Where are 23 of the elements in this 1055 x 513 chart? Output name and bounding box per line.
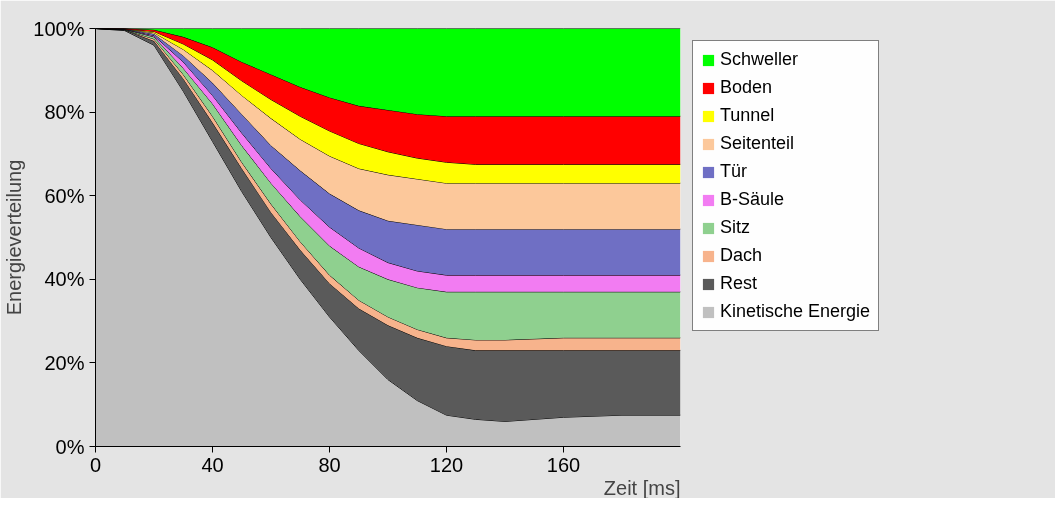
y-tick-label: 80% xyxy=(44,101,85,124)
y-tick-label: 40% xyxy=(44,268,85,291)
x-tick-label: 80 xyxy=(318,453,341,476)
legend-label: Schweller xyxy=(720,49,799,70)
legend-label: Tür xyxy=(720,161,747,182)
legend-label: Seitenteil xyxy=(720,133,795,154)
legend-label: Sitz xyxy=(720,217,751,238)
x-axis-title: Zeit [ms] xyxy=(603,476,681,499)
legend-label: Boden xyxy=(720,77,773,98)
legend-label: B-Säule xyxy=(720,189,785,210)
y-axis-title: Energieverteilung xyxy=(3,159,26,316)
x-tick-label: 160 xyxy=(546,453,581,476)
x-tick-label: 0 xyxy=(89,453,102,476)
y-tick-label: 20% xyxy=(44,351,85,374)
legend-label: Rest xyxy=(720,273,758,294)
legend-label: Kinetische Energie xyxy=(720,301,871,322)
y-tick-label: 0% xyxy=(55,435,85,458)
y-tick-label: 60% xyxy=(44,184,85,207)
x-tick-label: 120 xyxy=(429,453,464,476)
legend-label: Dach xyxy=(720,245,763,266)
x-tick-label: 40 xyxy=(201,453,224,476)
y-tick-label: 100% xyxy=(33,17,85,40)
legend-label: Tunnel xyxy=(720,105,775,126)
